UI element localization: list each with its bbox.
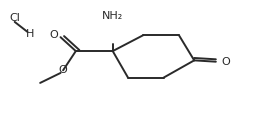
Text: H: H bbox=[26, 29, 35, 39]
Text: Cl: Cl bbox=[10, 13, 20, 23]
Text: O: O bbox=[221, 57, 230, 67]
Text: NH₂: NH₂ bbox=[102, 11, 123, 21]
Text: O: O bbox=[50, 30, 59, 40]
Text: O: O bbox=[59, 65, 67, 75]
